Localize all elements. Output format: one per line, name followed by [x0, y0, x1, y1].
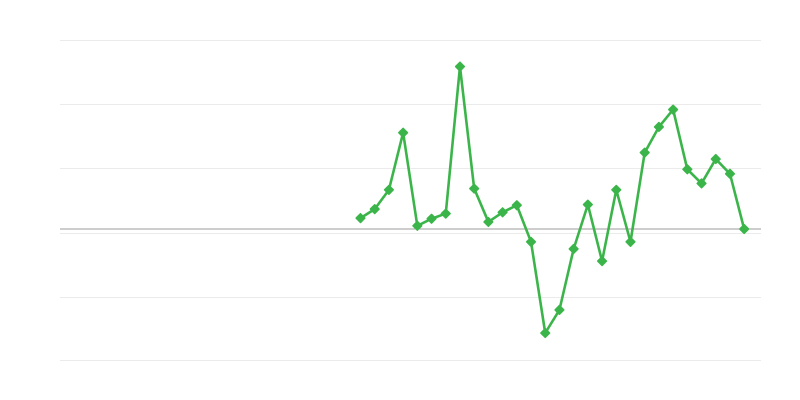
data-point-marker[interactable] — [596, 256, 608, 267]
data-point-marker[interactable] — [682, 164, 693, 175]
data-point-marker[interactable] — [426, 213, 437, 224]
data-point-marker[interactable] — [625, 236, 636, 247]
data-point-marker[interactable] — [724, 168, 736, 179]
data-point-marker[interactable] — [469, 183, 480, 194]
gridlines — [60, 40, 761, 361]
data-point-marker[interactable] — [412, 220, 423, 231]
data-point-marker[interactable] — [639, 147, 650, 158]
data-point-marker[interactable] — [653, 121, 665, 133]
data-point-marker[interactable] — [454, 61, 466, 72]
data-point-marker[interactable] — [497, 207, 508, 218]
data-point-marker[interactable] — [582, 199, 593, 210]
data-point-marker[interactable] — [540, 327, 551, 339]
series-markers — [355, 61, 750, 339]
data-point-marker[interactable] — [355, 212, 366, 224]
data-point-marker[interactable] — [483, 216, 494, 228]
data-point-marker[interactable] — [611, 184, 622, 195]
data-point-marker[interactable] — [554, 304, 565, 315]
data-point-marker[interactable] — [710, 153, 721, 165]
series-line — [359, 65, 746, 335]
data-point-marker[interactable] — [369, 203, 380, 215]
data-point-marker[interactable] — [511, 200, 522, 211]
data-point-marker[interactable] — [398, 127, 409, 138]
data-point-marker[interactable] — [383, 184, 395, 195]
data-point-marker[interactable] — [696, 178, 707, 189]
data-point-marker[interactable] — [739, 223, 750, 235]
data-point-marker[interactable] — [440, 208, 451, 219]
data-point-marker[interactable] — [525, 236, 537, 247]
data-point-marker[interactable] — [568, 243, 579, 255]
data-point-marker[interactable] — [668, 104, 679, 115]
